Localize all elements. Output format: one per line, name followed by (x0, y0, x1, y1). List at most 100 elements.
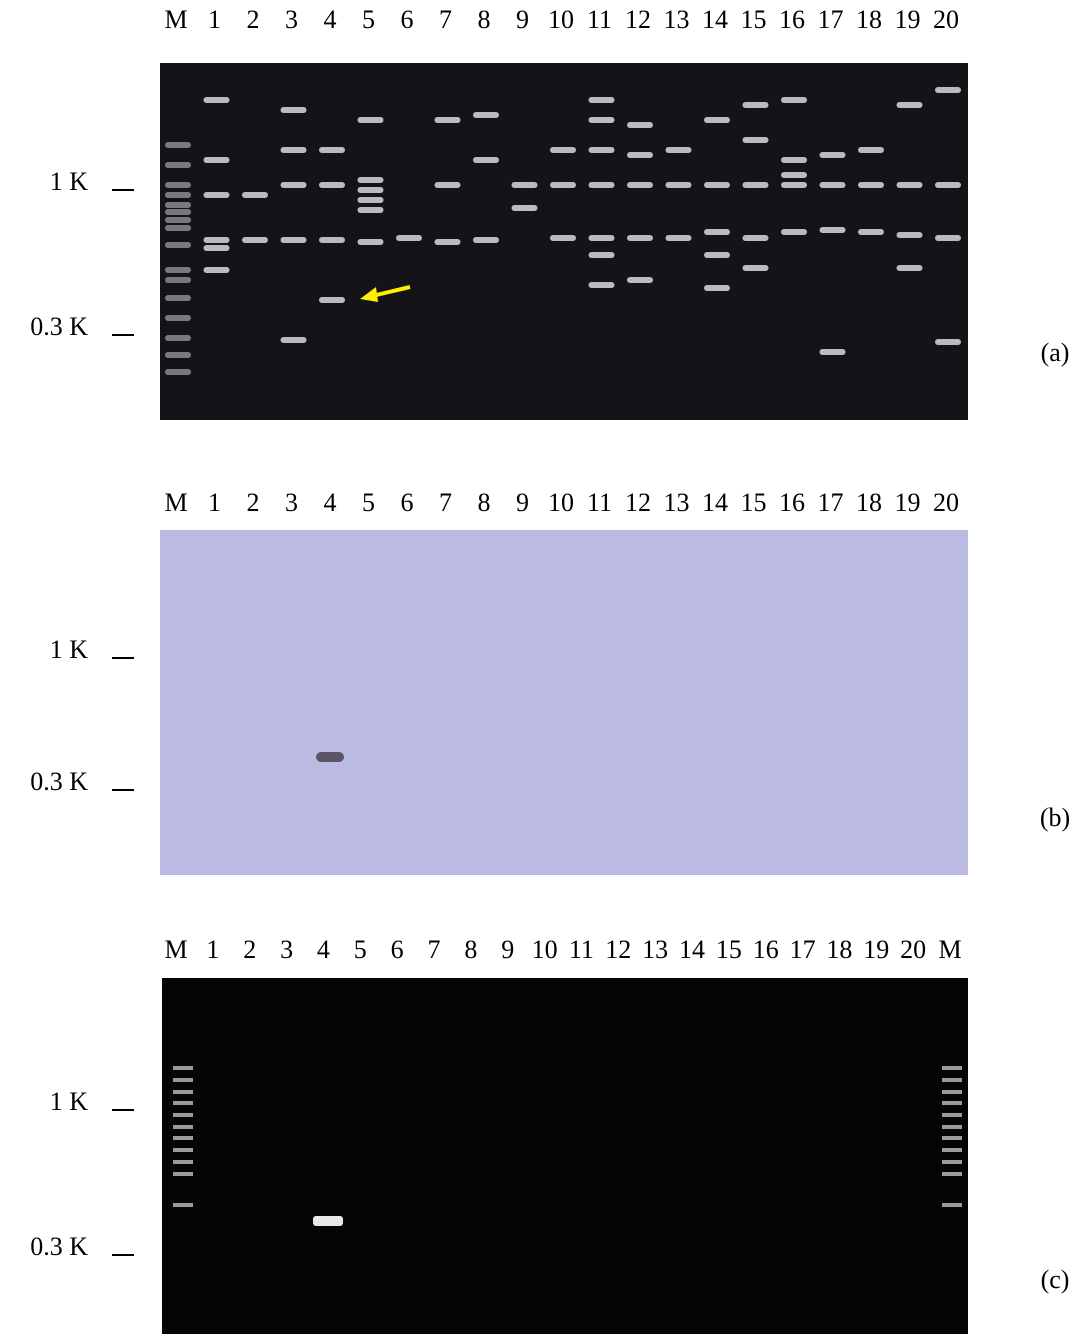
band (165, 192, 191, 198)
band (704, 182, 730, 188)
band (434, 182, 461, 188)
lane-label: 11 (569, 935, 594, 964)
band (742, 102, 769, 108)
band (896, 102, 923, 108)
lane-label: 6 (401, 5, 414, 34)
band (511, 205, 538, 211)
lane-label: 11 (587, 5, 612, 34)
lane-label: M (164, 5, 187, 34)
lane-label: 17 (790, 935, 816, 964)
band (627, 277, 653, 283)
lane-label: 2 (247, 488, 260, 517)
lane-label: 10 (532, 935, 558, 964)
band (742, 137, 769, 143)
band (357, 177, 384, 183)
lane-label: 1 (206, 935, 219, 964)
lane-label: 8 (478, 488, 491, 517)
band (165, 209, 191, 215)
band (173, 1203, 193, 1207)
band (819, 152, 846, 158)
lane-label: 12 (625, 488, 651, 517)
band (665, 147, 692, 153)
band (165, 162, 191, 168)
band (942, 1066, 962, 1070)
band (935, 87, 961, 93)
panel-label: (c) (1041, 1265, 1070, 1294)
lane-label: 14 (679, 935, 705, 964)
size-marker: 0.3 K (30, 767, 88, 796)
band (781, 229, 807, 235)
lane-label: 16 (779, 5, 805, 34)
band (942, 1148, 962, 1152)
band (165, 242, 191, 248)
lane-label: M (164, 488, 187, 517)
band (319, 297, 345, 303)
band (280, 337, 307, 343)
band (665, 235, 692, 241)
band (588, 252, 615, 258)
band (165, 352, 191, 358)
lane-label: 10 (548, 5, 574, 34)
band (942, 1090, 962, 1094)
band (550, 235, 576, 241)
lane-label: 7 (439, 5, 452, 34)
band (704, 285, 730, 291)
band (165, 277, 191, 283)
band (473, 237, 499, 243)
band (357, 187, 384, 193)
lane-label: 19 (895, 488, 921, 517)
band (781, 182, 807, 188)
band (627, 152, 653, 158)
lane-label: 8 (478, 5, 491, 34)
band (165, 295, 191, 301)
lane-label: 12 (605, 935, 631, 964)
band (165, 225, 191, 231)
band (942, 1125, 962, 1129)
band (942, 1113, 962, 1117)
band (203, 237, 230, 243)
band (588, 97, 615, 103)
lane-label: 15 (716, 935, 742, 964)
band (434, 239, 461, 245)
band (173, 1136, 193, 1140)
lane-label: 5 (362, 5, 375, 34)
lane-label: 1 (208, 5, 221, 34)
lane-label: 14 (702, 488, 728, 517)
band (588, 182, 615, 188)
lane-label: 17 (818, 5, 844, 34)
band (896, 182, 923, 188)
lane-label: M (164, 935, 187, 964)
band (942, 1172, 962, 1176)
band (165, 335, 191, 341)
band (704, 252, 730, 258)
band (665, 182, 692, 188)
band (858, 229, 884, 235)
band (319, 147, 345, 153)
panel-label: (b) (1040, 803, 1070, 832)
band (550, 182, 576, 188)
lane-label: 6 (391, 935, 404, 964)
blot-b (160, 530, 968, 875)
lane-label: 5 (362, 488, 375, 517)
band (357, 197, 384, 203)
band (165, 182, 191, 188)
band (280, 147, 307, 153)
lane-label: 19 (895, 5, 921, 34)
gel-c (162, 978, 968, 1334)
band (781, 157, 807, 163)
band (203, 245, 230, 251)
band (819, 349, 846, 355)
band (742, 235, 769, 241)
band (704, 229, 730, 235)
band (280, 237, 307, 243)
band (173, 1160, 193, 1164)
band (173, 1101, 193, 1105)
band (627, 182, 653, 188)
lane-label: 18 (856, 5, 882, 34)
band (742, 182, 769, 188)
lane-label: 20 (900, 935, 926, 964)
band (242, 192, 268, 198)
lane-label: 11 (587, 488, 612, 517)
band (203, 267, 230, 273)
band (473, 112, 499, 118)
